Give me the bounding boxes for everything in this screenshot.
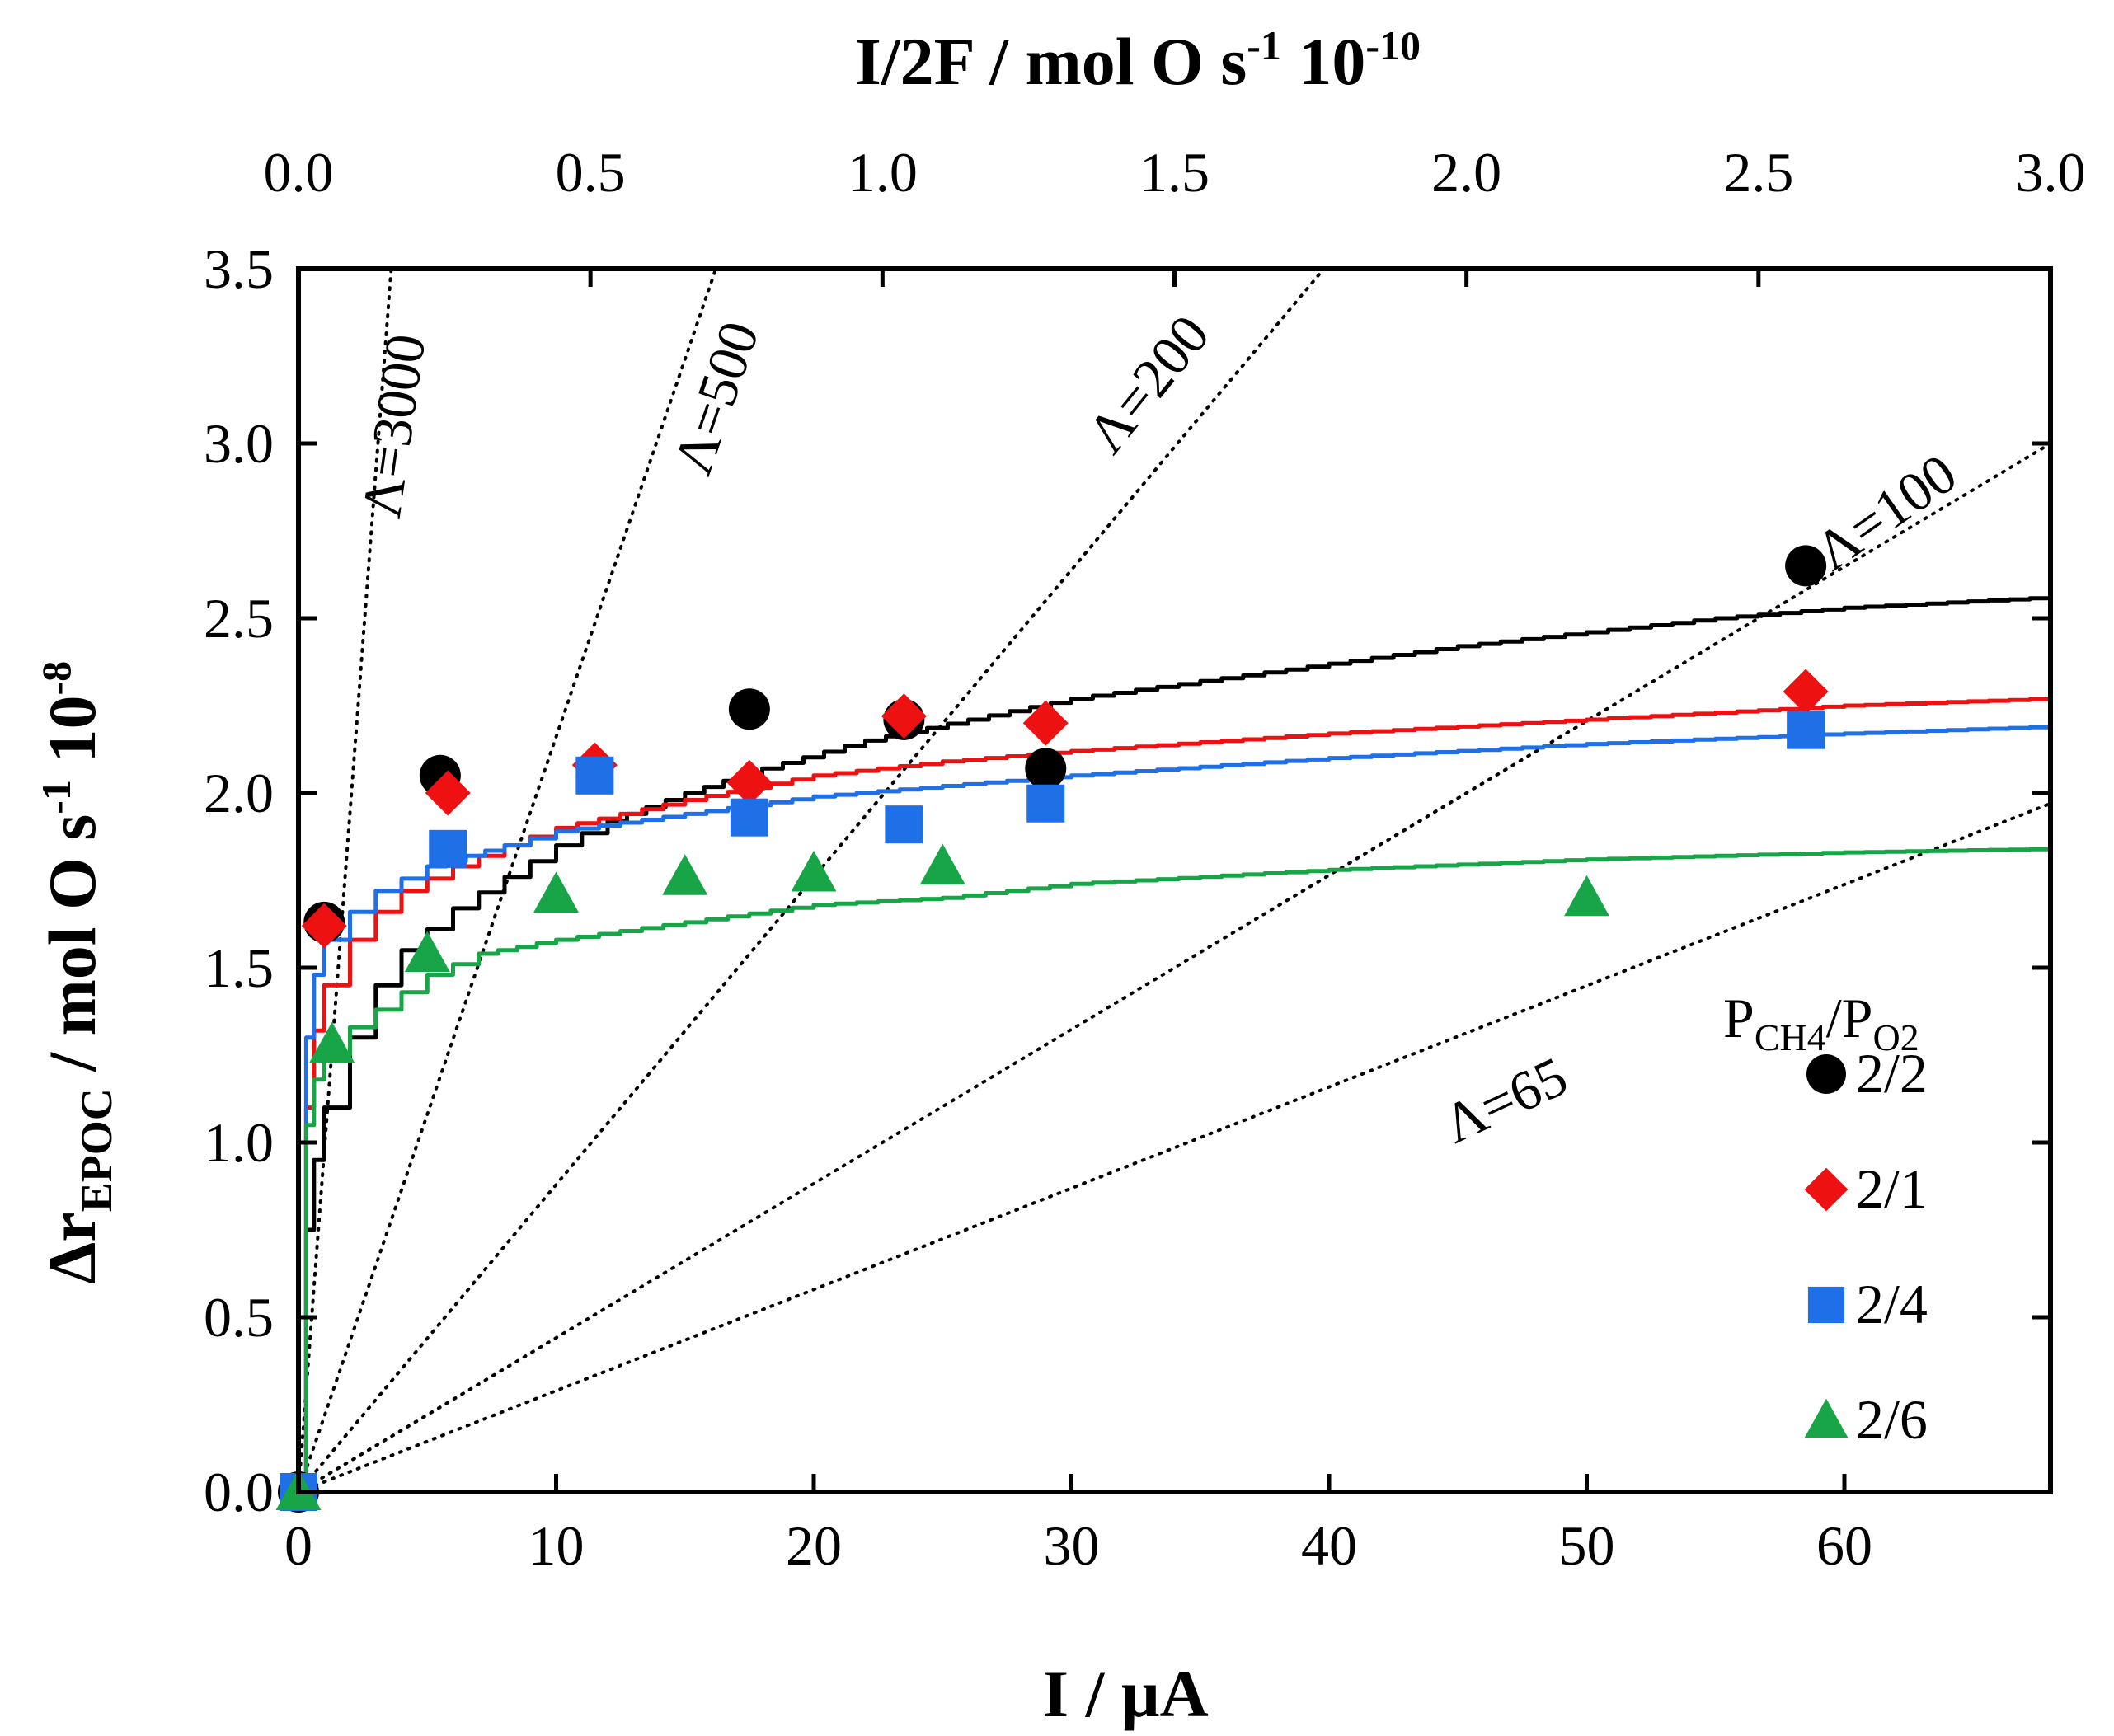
fit-line-2-6	[298, 847, 2051, 1492]
legend-title: PCH4/PO2	[1723, 987, 1919, 1058]
x-tick-label-0: 0	[284, 1514, 312, 1577]
y-tick-label-7: 3.5	[204, 237, 274, 300]
point-2-6-3	[533, 871, 579, 913]
x2-axis-title: I/2F / mol O s-1 10-10	[855, 22, 1421, 99]
x-tick-label-6: 60	[1816, 1514, 1872, 1577]
x2-tick-label-3: 1.5	[1139, 141, 1210, 204]
legend-marker-2-2	[1806, 1054, 1846, 1094]
legend-label-2-1: 2/1	[1856, 1157, 1928, 1220]
point-2-6-2	[404, 931, 450, 973]
lambda-line-1	[298, 269, 718, 1492]
legend: PCH4/PO2 2/2 2/1 2/4 2/6	[1723, 987, 1928, 1451]
x-tick-label-2: 20	[786, 1514, 842, 1577]
legend-marker-2-6	[1804, 1398, 1849, 1438]
point-2-6-4	[662, 854, 708, 895]
point-2-1-6	[1783, 669, 1829, 715]
legend-label-2-2: 2/2	[1856, 1042, 1928, 1105]
x-tick-label-4: 40	[1301, 1514, 1357, 1577]
point-2-1-3	[726, 759, 773, 805]
x2-tick-label-2: 1.0	[848, 141, 918, 204]
point-2-1-5	[1022, 700, 1069, 746]
legend-marker-2-4	[1807, 1286, 1845, 1324]
x-axis-title: I / μA	[1042, 1656, 1208, 1731]
point-2-6-7	[1564, 875, 1609, 917]
point-2-6-5	[791, 851, 837, 892]
point-2-4-2	[575, 756, 614, 795]
point-2-1-0	[301, 903, 347, 949]
y-tick-label-1: 0.5	[204, 1286, 274, 1349]
x-tick-label-3: 30	[1044, 1514, 1100, 1577]
fit-line-2-4	[298, 725, 2051, 1492]
x2-tick-label-5: 2.5	[1723, 141, 1793, 204]
point-2-4-1	[429, 829, 467, 868]
x2-tick-label-6: 3.0	[2016, 141, 2086, 204]
point-2-6-6	[919, 843, 965, 885]
point-2-4-4	[885, 805, 923, 844]
y-axis-title: ΔrEPOC / mol O s-1 10-8	[33, 661, 121, 1284]
legend-marker-2-1	[1804, 1167, 1849, 1212]
x2-tick-label-1: 0.5	[556, 141, 626, 204]
point-2-6-1	[309, 1021, 355, 1063]
y-tick-label-5: 2.5	[204, 587, 274, 650]
x-tick-label-5: 50	[1559, 1514, 1615, 1577]
x2-tick-label-0: 0.0	[264, 141, 334, 204]
point-2-4-3	[730, 798, 768, 837]
y-tick-label-4: 2.0	[204, 762, 274, 824]
y-tick-label-6: 3.0	[204, 412, 274, 475]
y-tick-label-3: 1.5	[204, 936, 274, 999]
y-tick-label-0: 0.0	[204, 1461, 274, 1523]
point-2-2-5	[1025, 748, 1067, 790]
point-2-1-4	[881, 693, 927, 739]
plot-area: Λ=3000 Λ=500 Λ=200Λ=100Λ=650.00.51.01.52.0…	[204, 141, 2086, 1577]
point-2-2-3	[728, 688, 770, 730]
y-tick-label-2: 1.0	[204, 1111, 274, 1174]
point-2-1-1	[425, 770, 471, 816]
legend-label-2-4: 2/4	[1856, 1273, 1928, 1335]
point-2-4-6	[1787, 711, 1825, 749]
point-2-4-5	[1026, 784, 1065, 823]
fit-line-2-1	[298, 697, 2051, 1492]
lambda-line-4	[298, 801, 2051, 1492]
x-tick-label-1: 10	[528, 1514, 585, 1577]
legend-label-2-6: 2/6	[1856, 1388, 1928, 1451]
point-2-2-6	[1785, 545, 1827, 587]
x2-tick-label-4: 2.0	[1431, 141, 1501, 204]
